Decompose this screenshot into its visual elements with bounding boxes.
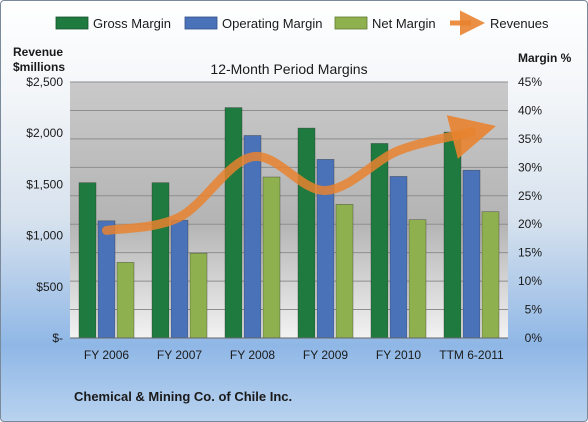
bar-gross-margin-fy-2006	[78, 182, 97, 339]
legend-label-gross-margin: Gross Margin	[93, 16, 171, 31]
legend-swatch-operating-margin	[184, 16, 218, 30]
right-tick-label: 0%	[525, 331, 543, 345]
right-tick-label: 20%	[518, 217, 542, 231]
right-tick-label: 45%	[518, 75, 542, 89]
legend-label-revenues: Revenues	[490, 16, 549, 31]
right-tick-label: 40%	[518, 103, 542, 117]
x-tick-label-fy-2010: FY 2010	[376, 348, 421, 362]
left-tick-label: $500	[36, 280, 63, 294]
x-tick-label-fy-2008: FY 2008	[230, 348, 275, 362]
legend-swatch-net-margin	[334, 16, 368, 30]
bar-gross-margin-fy-2007	[151, 182, 170, 339]
revenue-line-path	[102, 115, 496, 235]
bar-operating-margin-fy-2008	[243, 135, 262, 339]
bar-net-margin-fy-2008	[262, 176, 281, 339]
left-tick-label: $1,000	[26, 229, 63, 243]
bar-operating-margin-fy-2006	[97, 220, 116, 339]
legend-label-net-margin: Net Margin	[372, 16, 436, 31]
right-tick-label: 35%	[518, 132, 542, 146]
right-tick-label: 30%	[518, 160, 542, 174]
bar-net-margin-fy-2007	[189, 252, 208, 339]
chart-title: 12-Month Period Margins	[210, 61, 367, 77]
x-tick-labels: FY 2006 FY 2007 FY 2008 FY 2009 FY 2010 TTM 6…	[84, 348, 504, 362]
legend: Gross Margin Operating Margin Net Margin…	[55, 10, 549, 36]
left-tick-label: $2,000	[26, 126, 63, 140]
left-tick-label: $2,500	[26, 75, 63, 89]
legend-swatch-gross-margin	[55, 16, 89, 30]
bar-gross-margin-ttm-6-2011	[443, 131, 462, 339]
bar-gross-margin-fy-2010	[370, 143, 389, 339]
right-tick-label: 10%	[518, 274, 542, 288]
bar-operating-margin-ttm-6-2011	[462, 169, 481, 339]
x-tick-label-fy-2009: FY 2009	[303, 348, 348, 362]
left-tick-labels: $- $500 $1,000 $1,500 $2,000 $2,500	[26, 75, 63, 345]
x-tick-label-fy-2006: FY 2006	[84, 348, 129, 362]
bar-operating-margin-fy-2010	[389, 176, 408, 339]
company-name: Chemical & Mining Co. of Chile Inc.	[74, 389, 292, 404]
x-tick-label-fy-2007: FY 2007	[157, 348, 202, 362]
right-axis-label: Margin %	[518, 51, 572, 65]
bar-net-margin-fy-2009	[335, 204, 354, 339]
x-tick-label-ttm-6-2011: TTM 6-2011	[439, 348, 504, 362]
left-axis-label-line2: $millions	[13, 60, 65, 74]
revenue-line	[102, 115, 496, 235]
right-tick-label: 15%	[518, 246, 542, 260]
right-tick-label: 5%	[525, 303, 543, 317]
right-tick-labels: 0% 5% 10% 15% 20% 25% 30% 35% 40% 45%	[518, 75, 542, 345]
legend-label-operating-margin: Operating Margin	[222, 16, 322, 31]
bar-net-margin-fy-2010	[408, 219, 427, 339]
bar-gross-margin-fy-2009	[297, 127, 316, 339]
left-tick-label: $1,500	[26, 177, 63, 191]
left-tick-label: $-	[52, 331, 63, 345]
bar-operating-margin-fy-2007	[170, 219, 189, 339]
bar-net-margin-ttm-6-2011	[481, 211, 500, 339]
bar-gross-margin-fy-2008	[224, 107, 243, 339]
bar-net-margin-fy-2006	[116, 262, 135, 339]
plot-area	[70, 82, 508, 338]
right-tick-label: 25%	[518, 189, 542, 203]
left-axis-label-line1: Revenue	[13, 45, 63, 59]
